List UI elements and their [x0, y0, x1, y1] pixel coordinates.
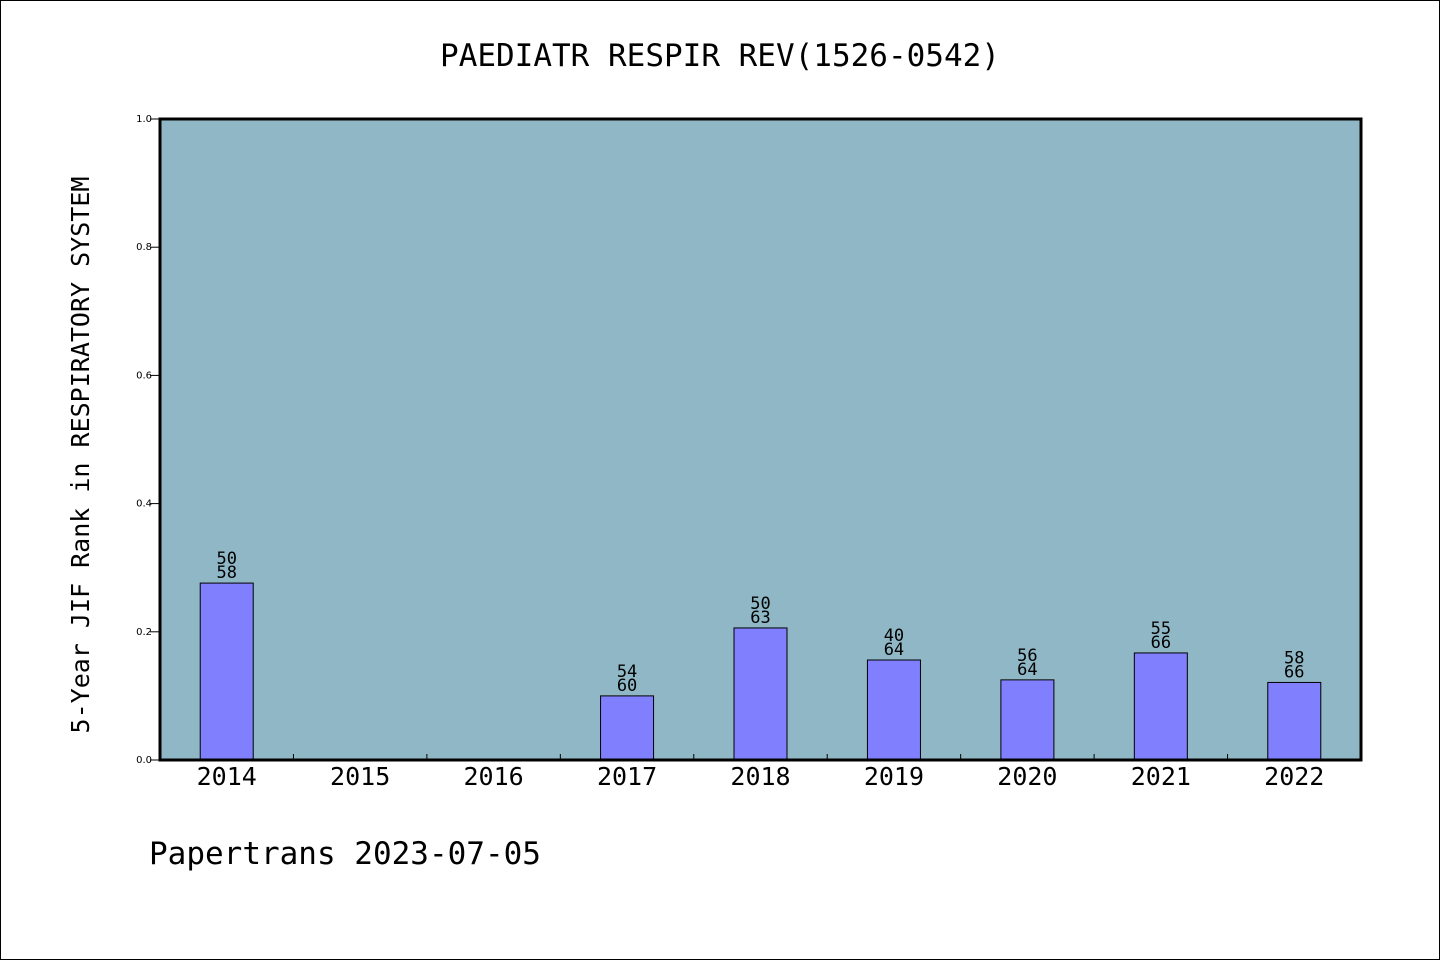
x-tick-label: 2015	[330, 762, 390, 791]
bar-total-label: 64	[884, 640, 904, 660]
y-tick-label: 0.0	[136, 755, 152, 766]
y-tick-label: 0.8	[136, 242, 152, 253]
bar-rank-label: 50	[750, 594, 770, 614]
bar-rank-label: 55	[1151, 619, 1171, 639]
bar-2014	[199, 582, 254, 761]
chart-title: PAEDIATR RESPIR REV(1526-0542)	[440, 38, 1000, 74]
bar-2018	[733, 627, 788, 761]
x-tick-labels: 2014 2015 2016 2017 2018 2019 2020 2021 2022	[197, 762, 1325, 791]
bar-2020	[1000, 679, 1055, 761]
x-tick-label: 2022	[1264, 762, 1324, 791]
y-tick-label: 0.4	[136, 499, 152, 510]
x-tick-label: 2017	[597, 762, 657, 791]
bar-rank-label: 58	[1284, 648, 1304, 668]
y-tick-label: 1.0	[136, 114, 152, 125]
bar-2021	[1133, 652, 1188, 761]
bar-2017	[600, 695, 655, 761]
x-tick-label: 2014	[197, 762, 257, 791]
plot-border	[158, 117, 1363, 762]
x-tick-label: 2018	[730, 762, 790, 791]
y-axis-label: 5-Year JIF Rank in RESPIRATORY SYSTEM	[66, 177, 95, 734]
bar-total-label: 66	[1284, 662, 1304, 682]
x-tick-label: 2019	[864, 762, 924, 791]
x-tick-label: 2021	[1131, 762, 1191, 791]
bar-rank-label: 56	[1017, 646, 1037, 666]
y-tick-label: 0.2	[136, 627, 152, 638]
bar-rank-label: 40	[884, 626, 904, 646]
y-tick-labels: 0.0 0.2 0.4 0.6 0.8 1.0	[136, 114, 152, 766]
bar-rank-label: 50	[216, 549, 236, 569]
y-tick-label: 0.6	[136, 370, 152, 381]
footer-source-date: Papertrans 2023-07-05	[149, 836, 541, 872]
bar-total-label: 58	[216, 563, 236, 583]
bar-total-label: 60	[617, 676, 637, 696]
bar-total-label: 63	[750, 608, 770, 628]
bar-rank-label: 54	[617, 662, 637, 682]
bars	[199, 582, 1322, 761]
bar-total-label: 64	[1017, 660, 1037, 680]
axis-ticks	[150, 118, 1229, 761]
x-tick-label: 2020	[997, 762, 1057, 791]
bar-2022	[1267, 681, 1322, 761]
x-tick-label: 2016	[464, 762, 524, 791]
bar-total-label: 66	[1151, 633, 1171, 653]
bar-2019	[866, 659, 921, 761]
